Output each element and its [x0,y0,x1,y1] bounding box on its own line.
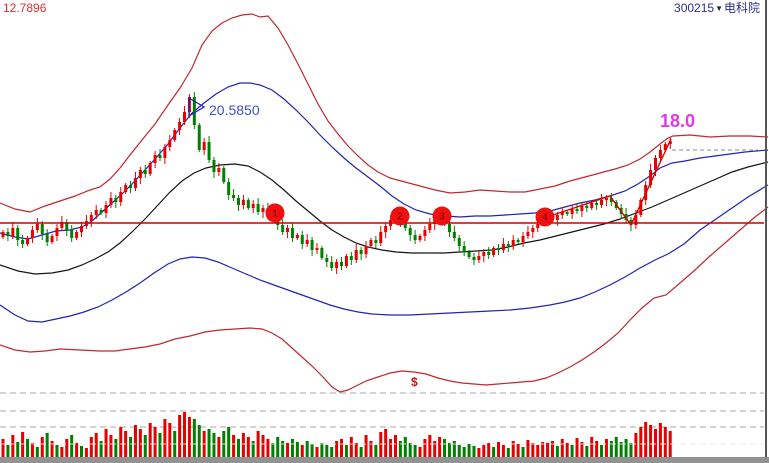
svg-text:1: 1 [272,209,278,220]
dropdown-arrow-icon: ▼ [715,4,723,13]
window-bottom-edge [0,457,769,463]
svg-text:3: 3 [439,212,445,223]
stock-selector[interactable]: 300215▼电科院 [674,2,760,14]
currency-symbol-label: $ [411,375,418,389]
peak-price-label: 20.5850 [209,102,260,118]
stock-name: 电科院 [723,1,760,15]
target-price-label: 18.0 [660,111,696,131]
window-right-border [765,0,767,463]
stock-code: 300215 [674,1,715,15]
left-price-label: 12.7896 [3,1,47,15]
svg-text:4: 4 [542,213,548,224]
svg-text:2: 2 [397,212,403,223]
